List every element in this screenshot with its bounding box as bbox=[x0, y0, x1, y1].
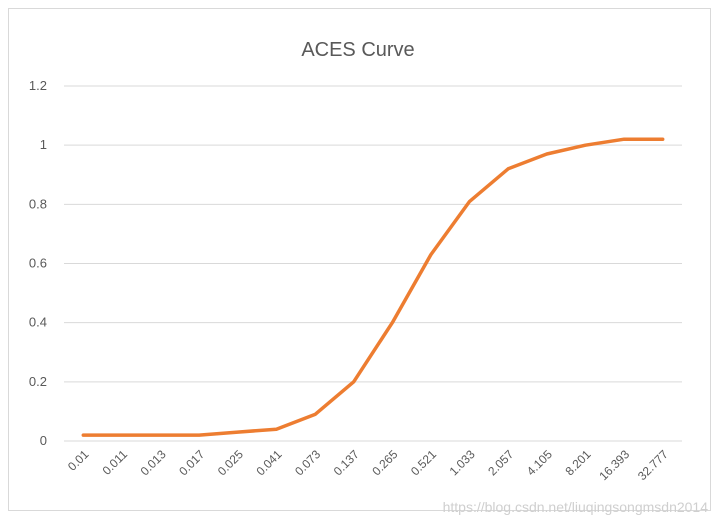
x-tick-label: 16.393 bbox=[596, 447, 632, 483]
x-tick-label: 0.041 bbox=[253, 447, 284, 478]
x-tick-label: 0.073 bbox=[292, 447, 323, 478]
y-tick-label: 0.2 bbox=[29, 374, 47, 389]
x-tick-label: 1.033 bbox=[447, 447, 478, 478]
series-layer bbox=[81, 137, 665, 437]
y-tick-label: 0 bbox=[40, 433, 47, 448]
x-tick-label: 0.265 bbox=[369, 447, 400, 478]
x-tick-label: 0.025 bbox=[215, 447, 246, 478]
x-tick-label: 8.201 bbox=[562, 447, 593, 478]
x-tick-label: 2.057 bbox=[485, 447, 516, 478]
x-axis-ticks: 0.01 0.011 0.013 0.017 0.025 0.041 0.073 0.137 0… bbox=[65, 447, 671, 483]
x-tick-label: 0.521 bbox=[408, 447, 439, 478]
chart-frame bbox=[8, 8, 711, 511]
y-tick-label: 0.6 bbox=[29, 256, 47, 271]
y-tick-label: 0.8 bbox=[29, 196, 47, 211]
x-tick-label: 0.017 bbox=[176, 447, 207, 478]
x-tick-label: 32.777 bbox=[635, 447, 671, 483]
x-tick-label: 0.137 bbox=[331, 447, 362, 478]
grid-lines bbox=[64, 85, 682, 442]
y-tick-label: 1.2 bbox=[29, 78, 47, 93]
x-tick-label: 4.105 bbox=[524, 447, 555, 478]
x-tick-label: 0.011 bbox=[100, 447, 131, 478]
y-tick-label: 1 bbox=[40, 137, 47, 152]
x-tick-label: 0.01 bbox=[65, 447, 92, 474]
series-line-0 bbox=[81, 137, 665, 437]
x-tick-label: 0.013 bbox=[138, 447, 169, 478]
y-axis-ticks: 0 0.2 0.4 0.6 0.8 1 1.2 bbox=[29, 78, 47, 448]
watermark-text: https://blog.csdn.net/liuqingsongmsdn201… bbox=[442, 499, 708, 515]
chart-title: ACES Curve bbox=[301, 39, 414, 61]
y-tick-label: 0.4 bbox=[29, 315, 47, 330]
